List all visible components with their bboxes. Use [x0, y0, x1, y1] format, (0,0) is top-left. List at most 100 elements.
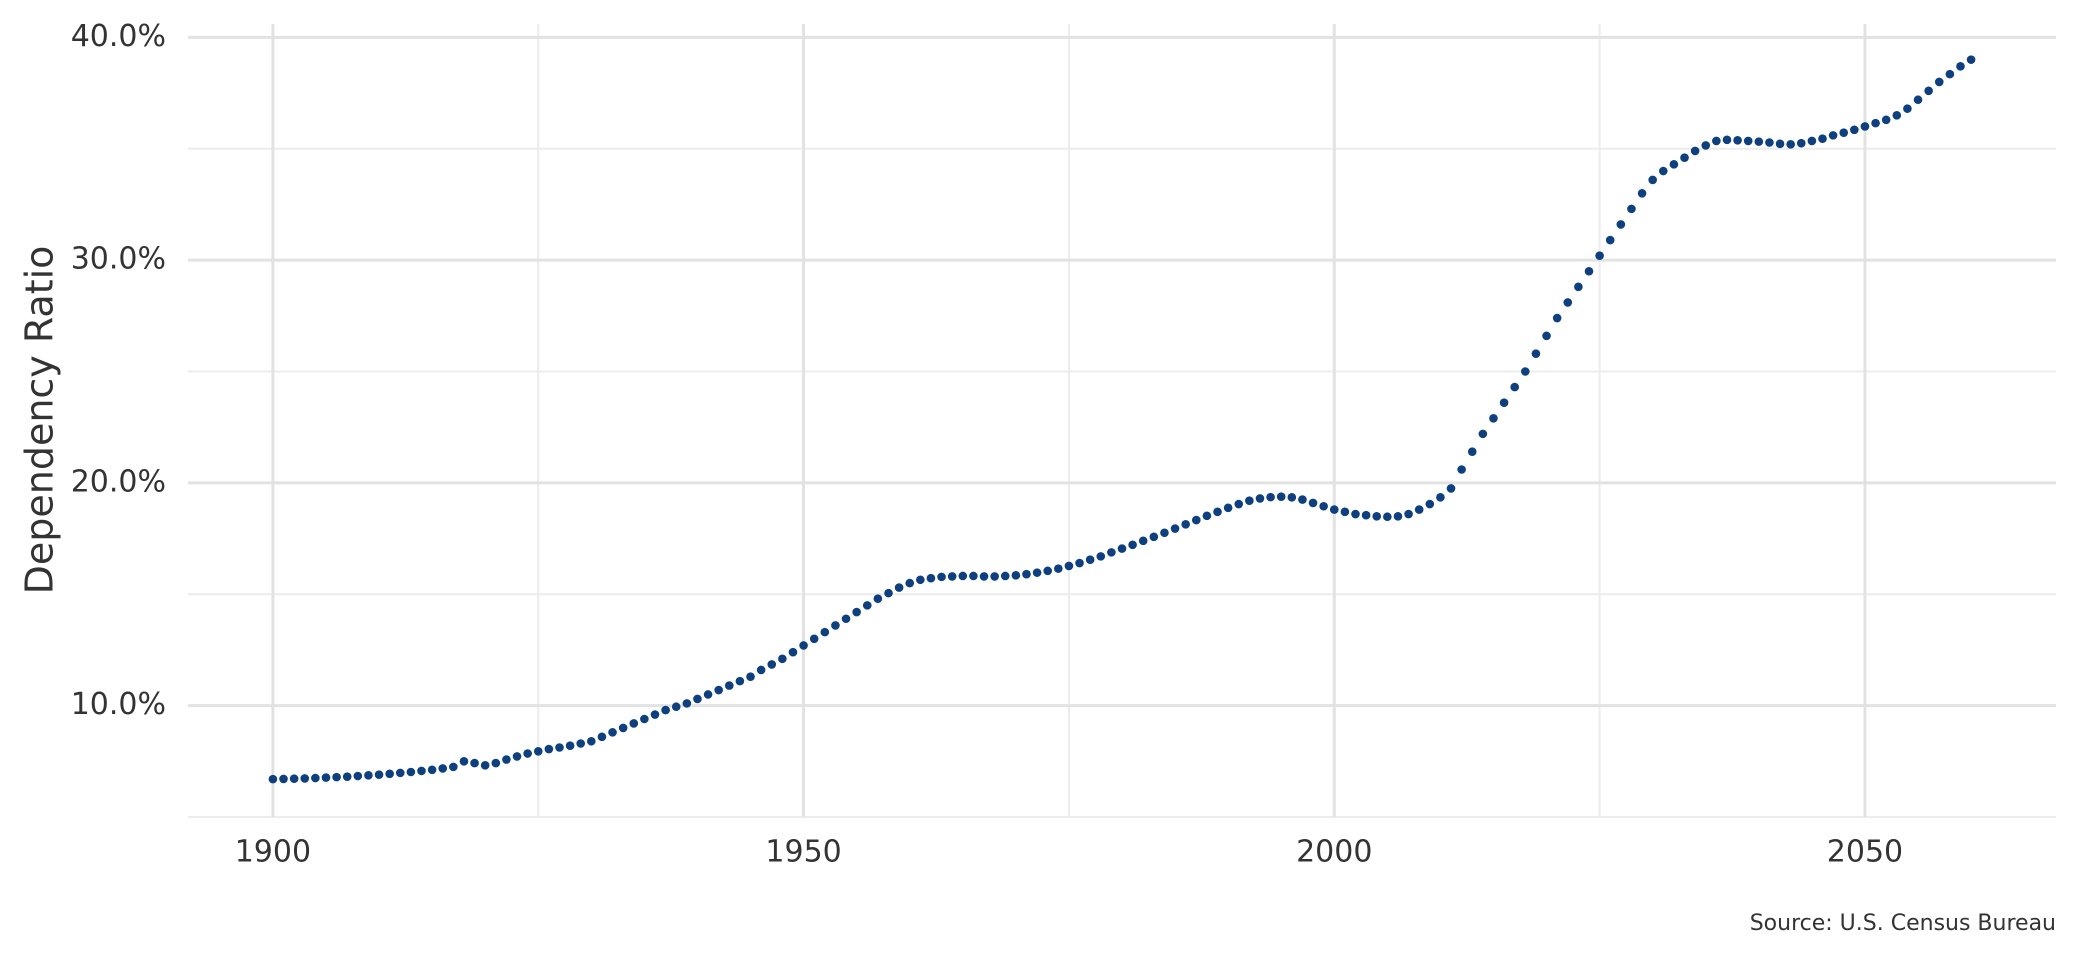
data-point: [608, 728, 617, 737]
data-point: [1658, 166, 1668, 176]
data-point: [1160, 528, 1169, 538]
data-point: [1149, 532, 1159, 542]
data-point: [289, 774, 299, 783]
data-point: [1754, 137, 1764, 146]
data-point: [714, 685, 723, 695]
data-point: [268, 774, 278, 784]
data-point: [1276, 492, 1286, 501]
y-tick-label: 10.0%: [71, 687, 166, 722]
data-point: [1903, 104, 1912, 113]
data-point: [799, 641, 808, 650]
data-point: [1107, 548, 1116, 557]
data-point: [1446, 484, 1456, 493]
data-point: [1945, 69, 1955, 79]
data-point: [1372, 511, 1382, 521]
data-point: [831, 621, 840, 630]
data-point: [1796, 138, 1806, 148]
data-point: [1839, 128, 1849, 138]
data-point: [937, 572, 946, 582]
data-point: [1022, 569, 1031, 579]
data-point: [1669, 160, 1679, 169]
data-point: [905, 578, 915, 588]
data-point: [311, 773, 320, 783]
data-point: [1351, 509, 1360, 519]
data-point: [841, 614, 851, 624]
data-point: [618, 723, 628, 733]
data-point: [640, 714, 649, 724]
data-point: [1913, 95, 1923, 105]
data-point: [1542, 331, 1551, 341]
data-point: [470, 758, 479, 768]
data-point: [1765, 138, 1774, 147]
x-tick-label: 1950: [765, 835, 841, 870]
data-point: [629, 719, 639, 728]
data-point: [1467, 447, 1477, 456]
data-point: [1213, 507, 1222, 517]
data-point: [395, 768, 405, 778]
data-point: [1128, 540, 1137, 550]
data-point: [1531, 349, 1541, 358]
data-point: [1032, 568, 1042, 577]
data-point: [693, 694, 702, 704]
data-point: [1934, 77, 1944, 87]
data-point: [767, 660, 777, 669]
data-point: [862, 601, 872, 610]
data-point: [544, 744, 554, 754]
data-point: [1319, 501, 1328, 511]
data-point: [1298, 495, 1307, 504]
data-point: [1701, 141, 1711, 150]
data-point: [1255, 494, 1265, 503]
data-point: [1329, 505, 1339, 514]
x-tick-label: 2050: [1827, 835, 1903, 870]
data-point: [332, 772, 341, 782]
data-point: [1404, 509, 1413, 519]
data-point: [417, 766, 426, 776]
data-point: [852, 607, 861, 617]
data-point: [1383, 512, 1392, 522]
data-point: [1245, 496, 1254, 505]
data-point: [1627, 204, 1636, 214]
y-tick-label: 40.0%: [71, 19, 166, 54]
data-point: [587, 736, 596, 746]
data-point: [1011, 571, 1021, 580]
data-point: [1892, 111, 1902, 120]
data-point: [650, 710, 660, 719]
data-point: [533, 746, 543, 756]
data-point: [1075, 558, 1084, 568]
data-point: [491, 758, 501, 768]
data-point: [1266, 492, 1275, 502]
data-point: [724, 681, 734, 690]
data-point: [1616, 220, 1626, 229]
data-point: [969, 571, 978, 581]
data-point: [873, 594, 883, 604]
data-point: [746, 672, 755, 681]
data-point: [1234, 499, 1244, 509]
data-point: [1605, 235, 1615, 245]
data-point: [1818, 134, 1827, 144]
data-point: [1436, 493, 1445, 502]
data-point: [438, 764, 448, 773]
data-point: [1807, 136, 1817, 146]
data-point: [1499, 398, 1509, 407]
data-point: [576, 739, 586, 748]
data-point: [1361, 510, 1371, 520]
y-tick-label: 20.0%: [71, 464, 166, 499]
data-point: [1860, 122, 1870, 131]
data-point: [1138, 536, 1148, 546]
data-point: [342, 772, 352, 781]
data-point: [894, 583, 904, 592]
data-point: [1595, 251, 1604, 260]
data-point: [884, 588, 893, 598]
data-point: [364, 771, 373, 780]
data-point: [1043, 566, 1053, 576]
data-point: [735, 676, 745, 686]
data-point: [1457, 465, 1466, 474]
data-point: [480, 761, 490, 770]
data-point: [1414, 505, 1424, 514]
data-point: [1425, 499, 1435, 509]
data-point: [926, 573, 936, 583]
data-point: [427, 765, 437, 775]
data-point: [1085, 555, 1095, 565]
data-point: [661, 705, 670, 715]
data-point: [385, 769, 394, 779]
